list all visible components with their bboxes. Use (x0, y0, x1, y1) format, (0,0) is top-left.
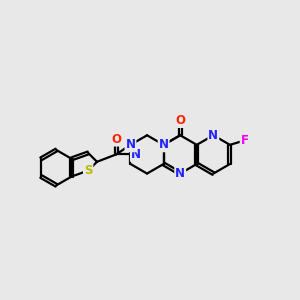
Text: N: N (131, 148, 141, 161)
Text: O: O (111, 133, 121, 146)
Text: F: F (241, 134, 249, 147)
Text: N: N (208, 129, 218, 142)
Text: N: N (159, 138, 169, 151)
Text: N: N (125, 138, 136, 151)
Text: S: S (84, 164, 92, 177)
Text: O: O (175, 114, 185, 127)
Text: N: N (175, 167, 185, 180)
